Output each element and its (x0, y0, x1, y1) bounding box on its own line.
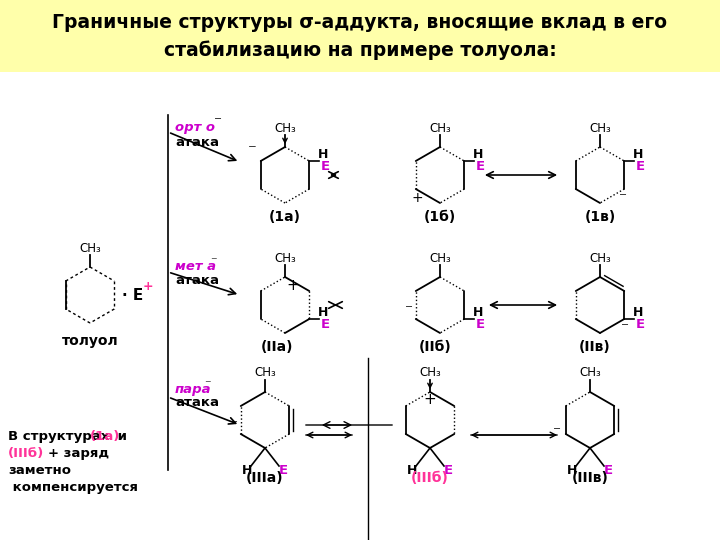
Text: CH₃: CH₃ (579, 367, 601, 380)
Text: E: E (603, 463, 613, 476)
Text: H: H (318, 148, 328, 161)
Text: ⁻: ⁻ (214, 114, 222, 130)
FancyBboxPatch shape (0, 0, 720, 72)
Text: E: E (279, 463, 287, 476)
Text: +: + (287, 278, 300, 293)
Text: · E: · E (122, 287, 143, 302)
Text: (IIIа): (IIIа) (246, 471, 284, 485)
Text: H: H (473, 307, 483, 320)
Text: В структурах: В структурах (8, 430, 114, 443)
Text: атака: атака (175, 396, 219, 409)
Text: ⁻: ⁻ (204, 379, 210, 392)
Text: (IIIб): (IIIб) (411, 471, 449, 485)
Text: +: + (143, 280, 153, 294)
Text: CH₃: CH₃ (274, 122, 296, 134)
Text: H: H (242, 463, 252, 476)
Text: E: E (444, 463, 453, 476)
Text: CH₃: CH₃ (419, 367, 441, 380)
Text: пара: пара (175, 383, 212, 396)
Text: H: H (407, 463, 417, 476)
Text: (IIIб): (IIIб) (8, 447, 44, 460)
Text: мет а: мет а (175, 260, 216, 273)
Text: (1а): (1а) (269, 210, 301, 224)
Text: (IIIв): (IIIв) (572, 471, 608, 485)
Text: E: E (476, 318, 485, 330)
Text: E: E (476, 159, 485, 172)
Text: ⁻: ⁻ (248, 141, 256, 159)
Text: +: + (411, 191, 423, 205)
Text: H: H (633, 148, 644, 161)
Text: CH₃: CH₃ (79, 241, 101, 254)
Text: стабилизацию на примере толуола:: стабилизацию на примере толуола: (163, 40, 557, 60)
Text: (1а): (1а) (90, 430, 120, 443)
Text: Граничные структуры σ-аддукта, вносящие вклад в его: Граничные структуры σ-аддукта, вносящие … (53, 12, 667, 31)
Text: ⁻: ⁻ (230, 417, 238, 433)
Text: ⁻: ⁻ (621, 321, 629, 335)
Text: H: H (318, 307, 328, 320)
Text: атака: атака (175, 273, 219, 287)
Text: E: E (636, 318, 645, 330)
Text: ⁻: ⁻ (405, 302, 413, 318)
Text: H: H (473, 148, 483, 161)
Text: CH₃: CH₃ (589, 122, 611, 134)
Text: H: H (567, 463, 577, 476)
Text: атака: атака (175, 136, 219, 148)
Text: E: E (320, 159, 330, 172)
Text: CH₃: CH₃ (589, 252, 611, 265)
Text: + заряд: + заряд (48, 447, 109, 460)
Text: компенсируется: компенсируется (8, 481, 138, 494)
Text: E: E (636, 159, 645, 172)
Text: CH₃: CH₃ (274, 252, 296, 265)
Text: CH₃: CH₃ (254, 367, 276, 380)
Text: (IIа): (IIа) (261, 340, 293, 354)
Text: ⁻: ⁻ (619, 191, 627, 206)
Text: H: H (633, 307, 644, 320)
Text: CH₃: CH₃ (429, 122, 451, 134)
Text: (IIв): (IIв) (579, 340, 611, 354)
Text: орт о: орт о (175, 122, 215, 134)
Text: ⁻: ⁻ (210, 255, 216, 268)
Text: (IIб): (IIб) (418, 340, 451, 354)
Text: +: + (423, 393, 436, 408)
Text: (1в): (1в) (585, 210, 616, 224)
Text: E: E (320, 318, 330, 330)
Text: толуол: толуол (62, 334, 118, 348)
Text: ⁻: ⁻ (553, 424, 561, 440)
Text: и: и (113, 430, 127, 443)
Text: (1б): (1б) (424, 210, 456, 224)
Text: заметно: заметно (8, 464, 71, 477)
Text: CH₃: CH₃ (429, 252, 451, 265)
